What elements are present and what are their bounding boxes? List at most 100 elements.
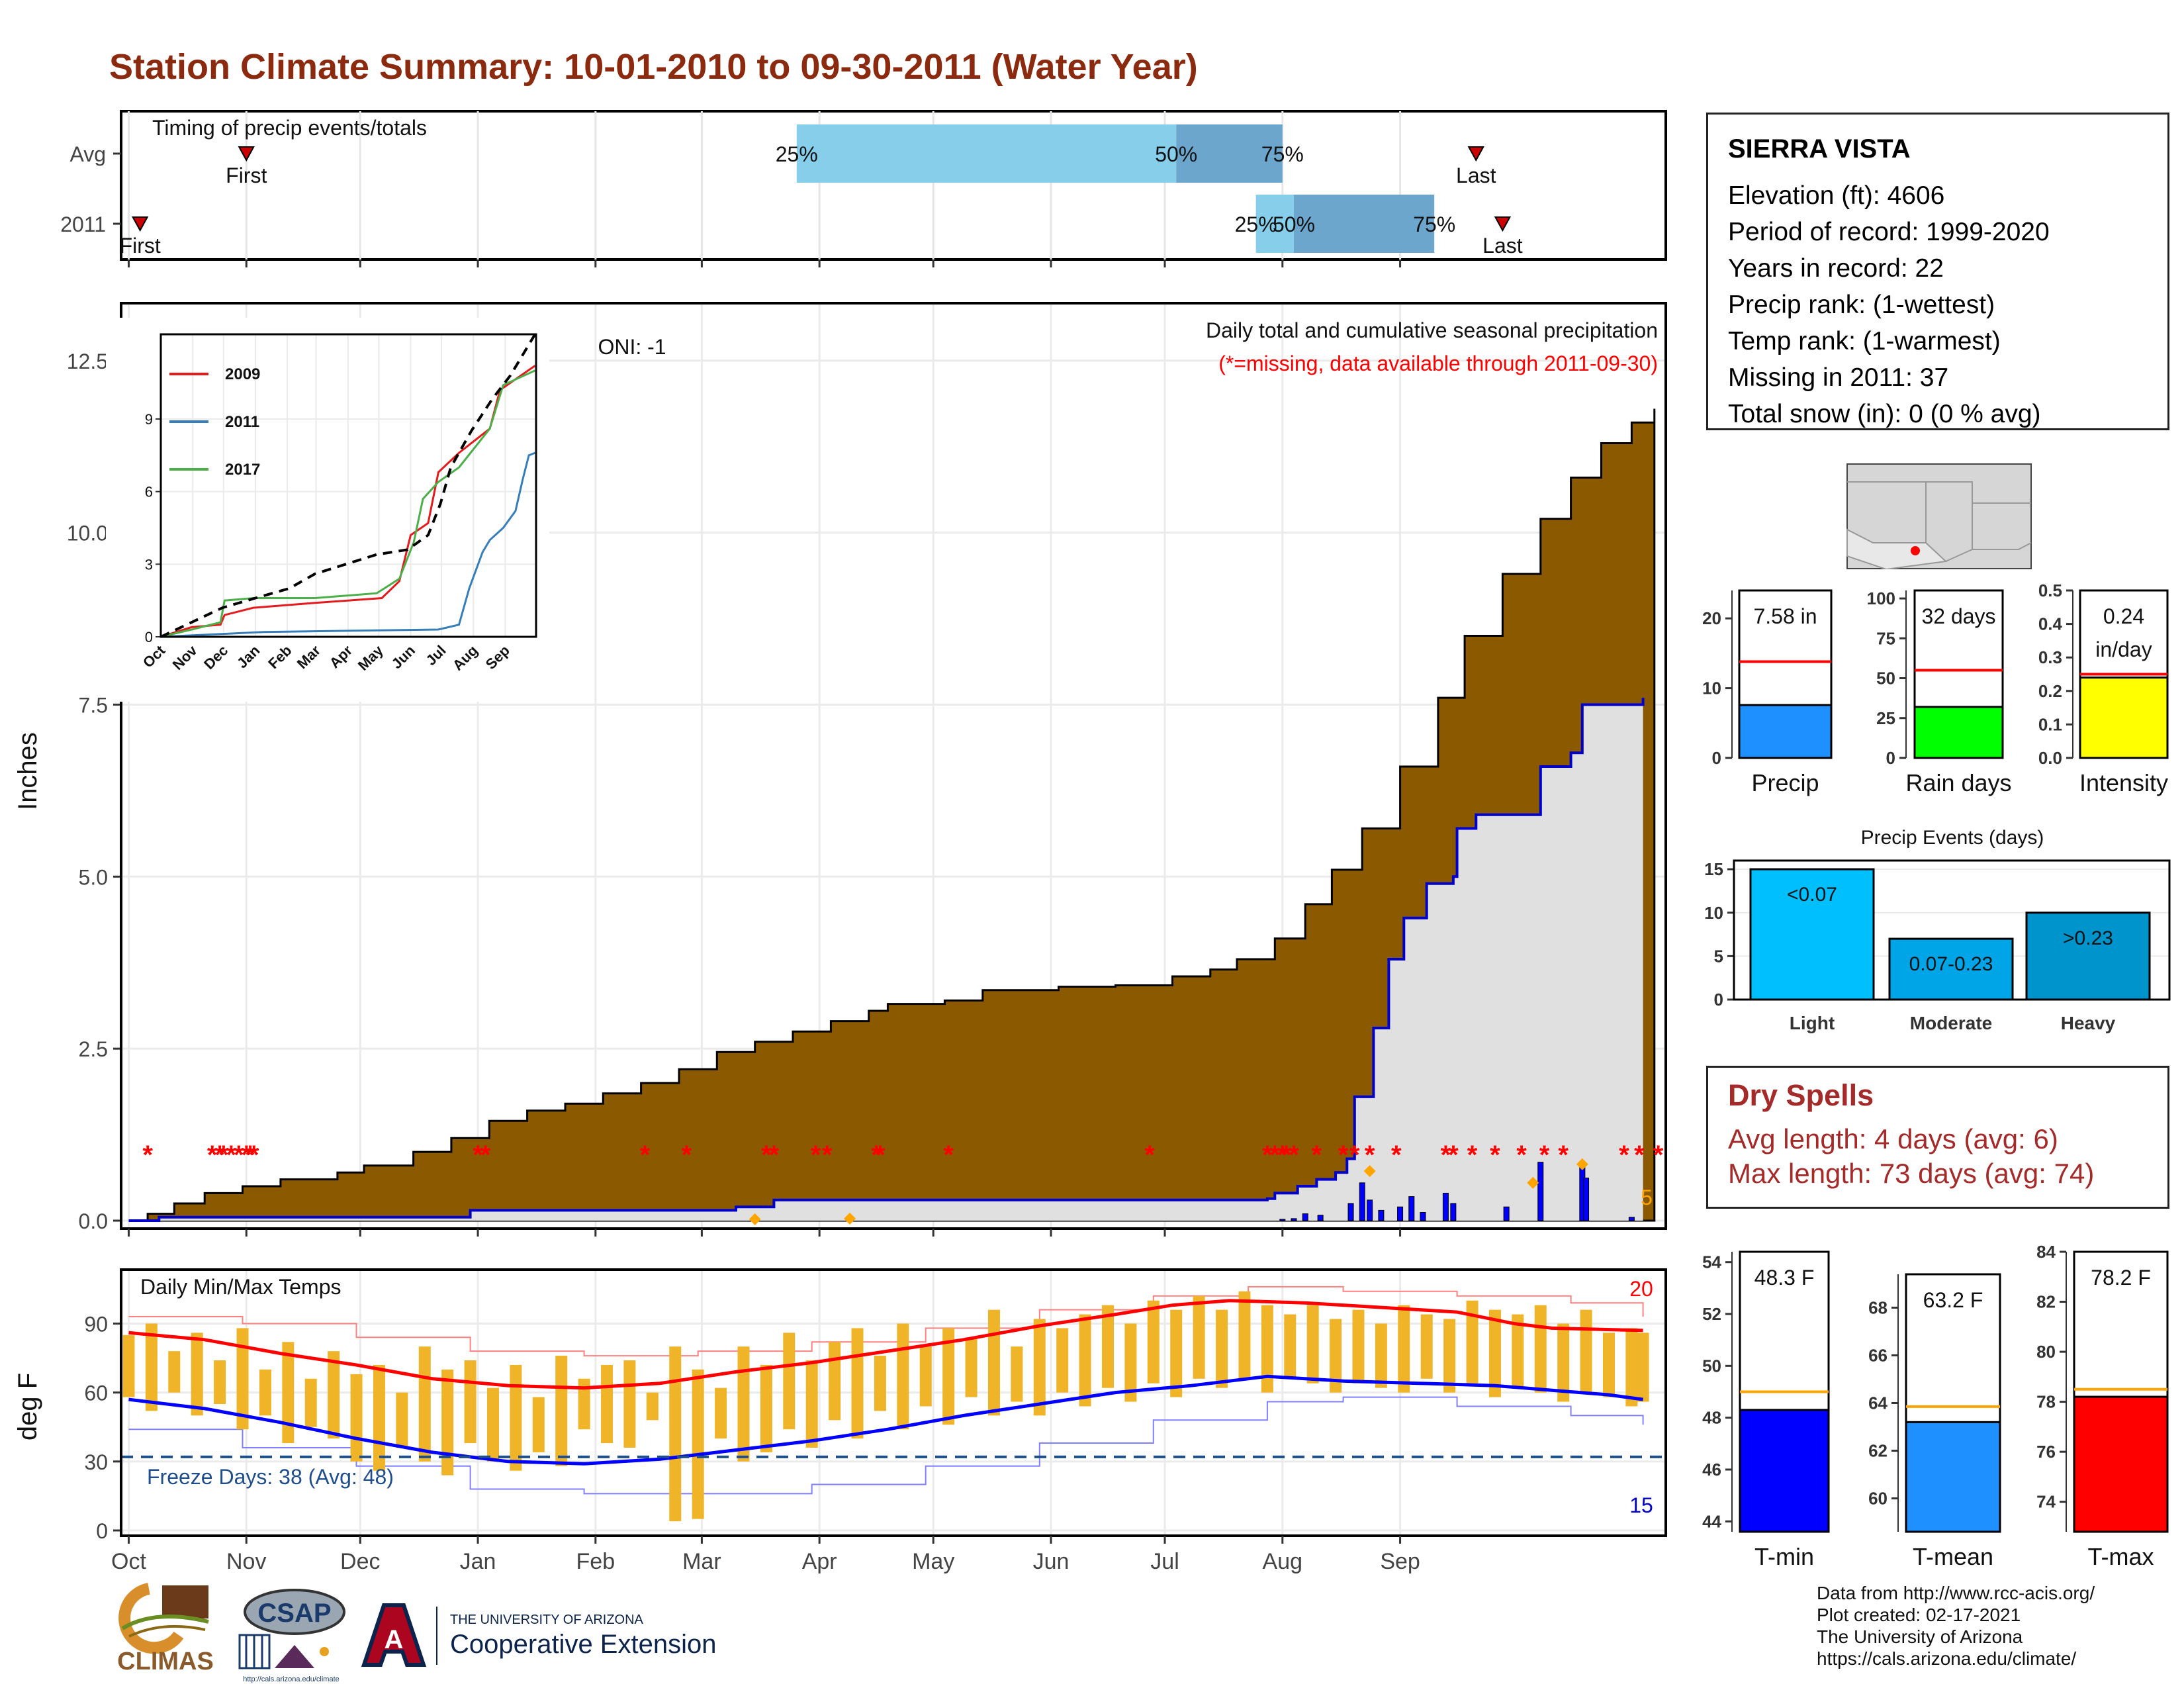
daily-temp-bar [328, 1351, 340, 1439]
daily-temp-bar [1625, 1328, 1638, 1407]
timing-marker [238, 146, 255, 162]
missing-marker: * [1391, 1141, 1402, 1170]
timing-pct-label: 25% [776, 142, 818, 166]
daily-temp-bar [191, 1333, 203, 1416]
oni-label: ONI: -1 [598, 335, 666, 359]
timing-marker-label: First [120, 234, 161, 258]
missing-marker: * [1312, 1141, 1322, 1170]
daily-temp-bar [1124, 1323, 1137, 1402]
inset-series-2011 [160, 451, 535, 638]
hot-count-label: 20 [1629, 1277, 1653, 1301]
inset-ytick-label: 3 [145, 556, 153, 573]
precip-missing-note: (*=missing, data available through 2011-… [1218, 352, 1658, 375]
climas-logo-text: CLIMAS [117, 1648, 214, 1675]
temp-ytick-label: 90 [84, 1312, 108, 1336]
missing-marker: * [473, 1141, 483, 1170]
timing-marker-label: Last [1482, 234, 1523, 258]
daily-precip-bar [1367, 1199, 1373, 1221]
missing-marker: * [1516, 1141, 1527, 1170]
temp-xtick-label: Jul [1150, 1549, 1179, 1574]
ua-cooperative-extension-logo: A THE UNIVERSITY OF ARIZONA Cooperative … [361, 1603, 716, 1667]
inset-legend-label: 2017 [225, 461, 260, 479]
daily-precip-bar [1537, 1162, 1544, 1221]
station-info-line: Missing in 2011: 37 [1728, 363, 1949, 392]
small-bar-value-label: 0.24 [2103, 604, 2144, 628]
daily-temp-bar [510, 1364, 522, 1471]
timing-pct-label: 75% [1413, 212, 1455, 236]
events-ytick-label: 10 [1704, 903, 1723, 923]
missing-marker: * [1277, 1141, 1288, 1170]
daily-temp-bar [578, 1378, 590, 1430]
small-bar-ytick-label: 20 [1702, 608, 1721, 628]
daily-temp-bar [874, 1356, 886, 1411]
events-ytick-label: 5 [1714, 946, 1723, 966]
events-panel-frame [1733, 859, 2171, 1001]
small-bar-ytick-label: 25 [1876, 708, 1895, 728]
small-bar-value [1738, 704, 1833, 759]
missing-marker: * [249, 1141, 259, 1170]
daily-temp-bar [1170, 1309, 1183, 1397]
daily-temp-bar [1056, 1328, 1069, 1393]
inset-series-2017 [160, 369, 536, 638]
small-bar-ytick-label: 46 [1702, 1460, 1721, 1479]
small-bar-ytick-label: 0.5 [2038, 581, 2062, 600]
daily-temp-bar [646, 1392, 659, 1421]
timing-bar-50-75 [1294, 195, 1435, 253]
small-bar-category-label: Intensity [2079, 769, 2168, 796]
inset-legend-label: 2009 [225, 365, 260, 383]
avg-max-line [128, 1299, 1643, 1390]
small-bar-ytick-label: 0.0 [2038, 748, 2062, 768]
temp-panel-frame [120, 1268, 1667, 1537]
daily-temp-bar [1466, 1300, 1479, 1383]
daily-temp-bar [987, 1309, 1000, 1416]
inset-series-avg [160, 333, 537, 638]
timing-marker-label: Last [1456, 164, 1496, 187]
timing-row-label: 2011 [60, 212, 106, 236]
daily-temp-bar [486, 1387, 499, 1462]
timing-row-label: Avg [69, 142, 106, 166]
small-bar-category-label: T-min [1754, 1543, 1814, 1570]
timing-marker-label: First [226, 164, 267, 187]
timing-pct-label: 50% [1155, 142, 1197, 166]
events-bar-label: 0.07-0.23 [1909, 953, 1993, 975]
small-bar-ytick-label: 64 [1868, 1393, 1888, 1413]
station-info-line: Years in record: 22 [1728, 254, 1944, 283]
daily-precip-bar [1503, 1206, 1510, 1221]
events-title: Precip Events (days) [1861, 827, 2044, 849]
events-bar [1749, 868, 1875, 1001]
missing-marker: * [1270, 1141, 1281, 1170]
timing-marker [1494, 216, 1512, 232]
small-bar-category-label: T-mean [1913, 1543, 1993, 1570]
temp-ytick-label: 60 [84, 1382, 108, 1405]
temp-xtick-label: Apr [802, 1549, 837, 1574]
daily-precip-bar [1317, 1215, 1324, 1221]
daily-temp-bar [783, 1333, 796, 1430]
small-bar-ytick-label: 75 [1876, 628, 1895, 648]
csap-logo-url: http://cals.arizona.edu/climate [243, 1675, 340, 1683]
daily-temp-bar [1637, 1333, 1649, 1402]
events-ytick-label: 0 [1714, 990, 1723, 1009]
missing-marker: * [214, 1141, 225, 1170]
temp-xtick-label: May [912, 1549, 954, 1574]
missing-marker: * [1262, 1141, 1273, 1170]
precip-note: Daily total and cumulative seasonal prec… [1206, 318, 1658, 342]
small-bar-ytick-label: 68 [1868, 1297, 1888, 1317]
daily-precip-bar [1291, 1218, 1297, 1221]
daily-precip-bar [1378, 1209, 1385, 1221]
daily-temp-bar [829, 1342, 841, 1421]
station-info-box: SIERRA VISTA Elevation (ft): 4606 Period… [1706, 113, 2169, 430]
avg-min-line [128, 1374, 1643, 1466]
small-bar-ytick-label: 10 [1702, 679, 1721, 698]
ua-logo-top: THE UNIVERSITY OF ARIZONA [450, 1613, 644, 1627]
ua-logo-letter: A [385, 1625, 404, 1654]
small-bar-ytick-label: 0 [1712, 748, 1721, 768]
missing-marker: * [1365, 1141, 1375, 1170]
temp-ylabel: deg F [13, 1373, 42, 1440]
credit-line: https://cals.arizona.edu/climate/ [1817, 1648, 2077, 1669]
daily-temp-bar [1580, 1309, 1592, 1393]
small-bar-value [2079, 677, 2169, 759]
small-bar-ytick-label: 82 [2036, 1292, 2056, 1312]
small-bar-value-label: 32 days [1921, 604, 1995, 628]
station-name: SIERRA VISTA [1728, 134, 1911, 164]
daily-temp-bar [1284, 1314, 1297, 1379]
